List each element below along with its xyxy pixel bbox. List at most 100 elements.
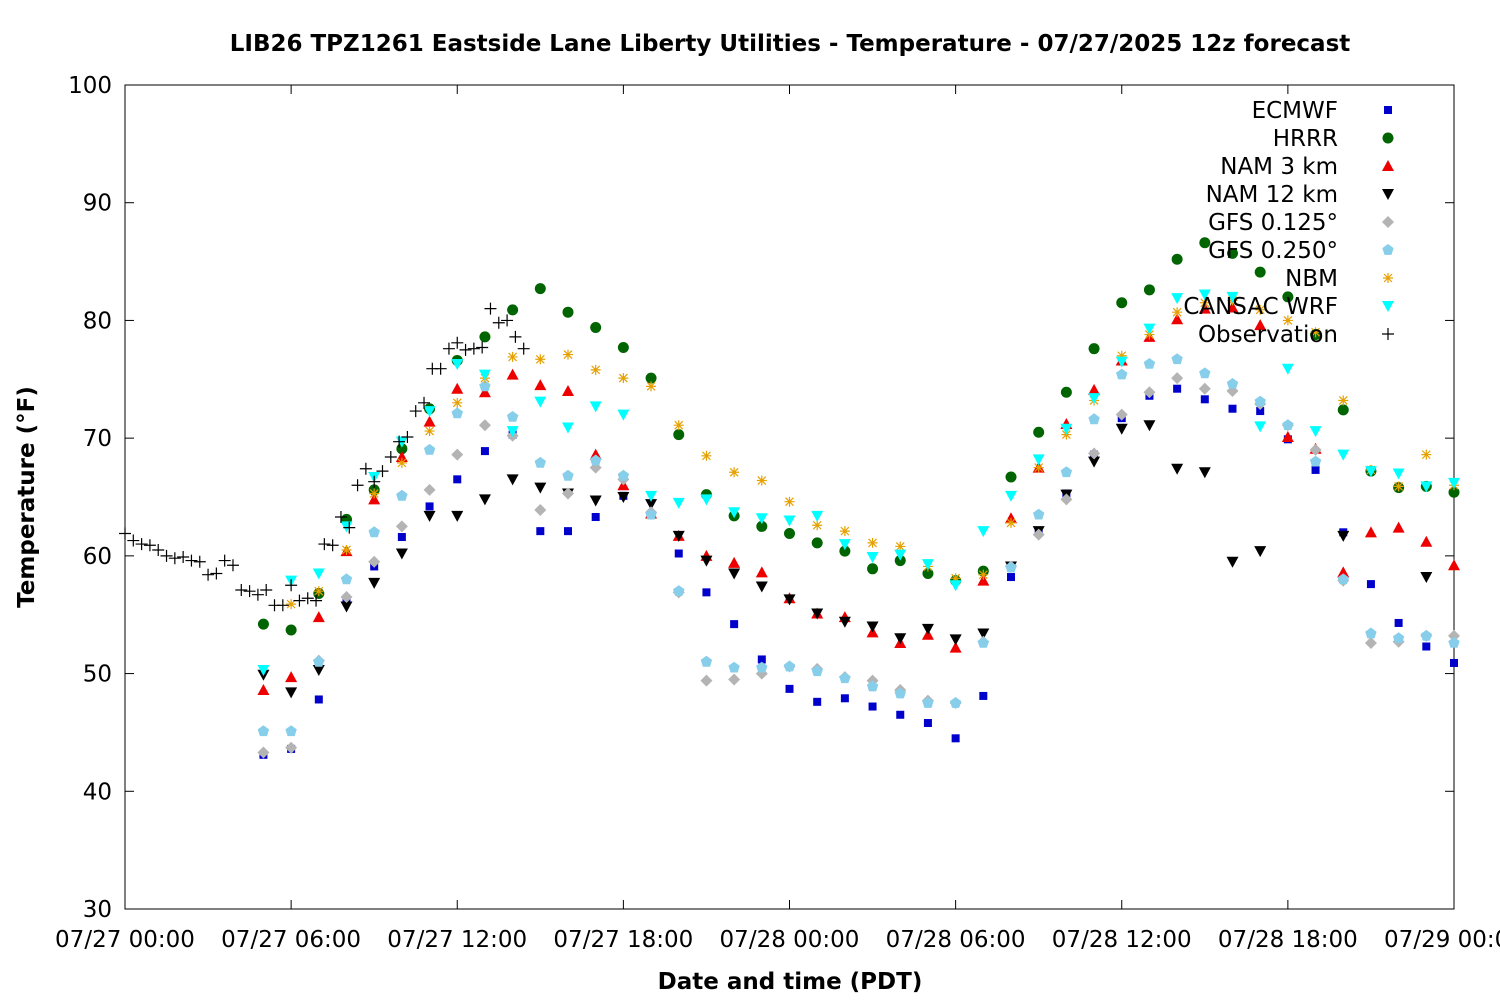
data-points — [119, 237, 1460, 759]
data-point — [702, 588, 711, 597]
data-point — [1199, 367, 1211, 379]
data-point — [977, 526, 990, 538]
data-point — [480, 447, 489, 456]
data-point — [397, 533, 406, 542]
data-point — [396, 489, 408, 501]
data-point — [1032, 528, 1045, 541]
data-point — [202, 568, 215, 581]
data-point — [978, 569, 989, 580]
data-point — [1143, 284, 1155, 296]
data-point — [1421, 449, 1432, 460]
y-tick-label: 60 — [83, 544, 112, 570]
legend-marker — [1382, 189, 1394, 200]
data-point — [1281, 430, 1294, 442]
data-point — [589, 495, 602, 507]
series-gfs-0-125 — [257, 372, 1460, 759]
data-point — [534, 379, 547, 391]
data-point — [979, 691, 988, 700]
data-point — [1420, 535, 1433, 547]
data-point — [1060, 423, 1073, 435]
x-tick-label: 07/27 00:00 — [55, 927, 195, 953]
data-point — [424, 426, 435, 437]
data-point — [729, 467, 740, 478]
data-point — [866, 680, 879, 692]
data-point — [340, 573, 353, 585]
data-point — [1254, 266, 1266, 278]
data-point — [313, 655, 325, 667]
data-point — [1171, 463, 1184, 475]
data-point — [921, 559, 934, 571]
data-point — [1282, 419, 1294, 430]
data-point — [1199, 297, 1210, 308]
data-point — [755, 513, 768, 525]
data-point — [143, 539, 156, 552]
data-point — [617, 409, 630, 421]
data-point — [1173, 384, 1182, 393]
data-point — [700, 655, 713, 667]
x-tick-label: 07/27 06:00 — [221, 927, 361, 953]
data-point — [1143, 386, 1156, 399]
data-point — [1116, 368, 1128, 380]
data-point — [839, 672, 851, 684]
data-point — [127, 534, 140, 547]
data-point — [811, 510, 824, 522]
data-point — [119, 527, 131, 540]
data-point — [896, 710, 905, 719]
data-point — [813, 697, 822, 706]
data-point — [784, 496, 795, 507]
legend-label: ECMWF — [1252, 98, 1338, 124]
data-point — [368, 526, 380, 538]
legend-marker — [1384, 106, 1392, 114]
data-point — [895, 541, 906, 552]
data-point — [949, 697, 962, 708]
data-point — [314, 695, 323, 704]
data-point — [509, 330, 522, 343]
data-point — [285, 579, 298, 592]
data-point — [867, 563, 879, 575]
data-point — [218, 554, 231, 567]
data-point — [1311, 465, 1320, 474]
data-point — [1115, 408, 1128, 421]
data-point — [534, 482, 547, 494]
data-point — [645, 490, 658, 502]
data-point — [949, 641, 962, 653]
data-point — [1115, 356, 1128, 368]
legend-label: NAM 12 km — [1206, 182, 1338, 208]
data-point — [418, 396, 431, 409]
y-tick-label: 50 — [83, 662, 112, 688]
data-point — [1115, 423, 1128, 435]
data-point — [783, 515, 796, 527]
data-point — [168, 552, 181, 565]
data-point — [492, 316, 505, 329]
data-point — [728, 661, 740, 673]
series-observation — [119, 302, 530, 612]
data-point — [506, 426, 519, 438]
data-point — [1337, 530, 1350, 542]
data-point — [1254, 546, 1267, 558]
data-point — [451, 358, 464, 370]
data-point — [285, 741, 298, 754]
data-point — [257, 618, 269, 630]
data-point — [423, 510, 436, 522]
legend-label: CANSAC WRF — [1183, 294, 1338, 320]
data-point — [395, 548, 408, 560]
data-point — [672, 497, 685, 509]
data-point — [506, 411, 519, 422]
data-point — [1143, 420, 1156, 432]
data-point — [591, 513, 600, 522]
data-point — [452, 397, 463, 408]
data-point — [1228, 404, 1237, 413]
data-point — [478, 494, 491, 506]
data-point — [1309, 426, 1322, 438]
data-point — [1256, 407, 1265, 416]
data-point — [478, 369, 491, 381]
data-point — [951, 734, 960, 743]
data-point — [1116, 297, 1128, 309]
data-point — [868, 702, 877, 711]
data-point — [1172, 307, 1183, 318]
series-gfs-0-250 — [257, 353, 1460, 737]
x-tick-label: 07/28 00:00 — [720, 927, 860, 953]
data-point — [1282, 291, 1294, 303]
data-point — [673, 429, 685, 441]
